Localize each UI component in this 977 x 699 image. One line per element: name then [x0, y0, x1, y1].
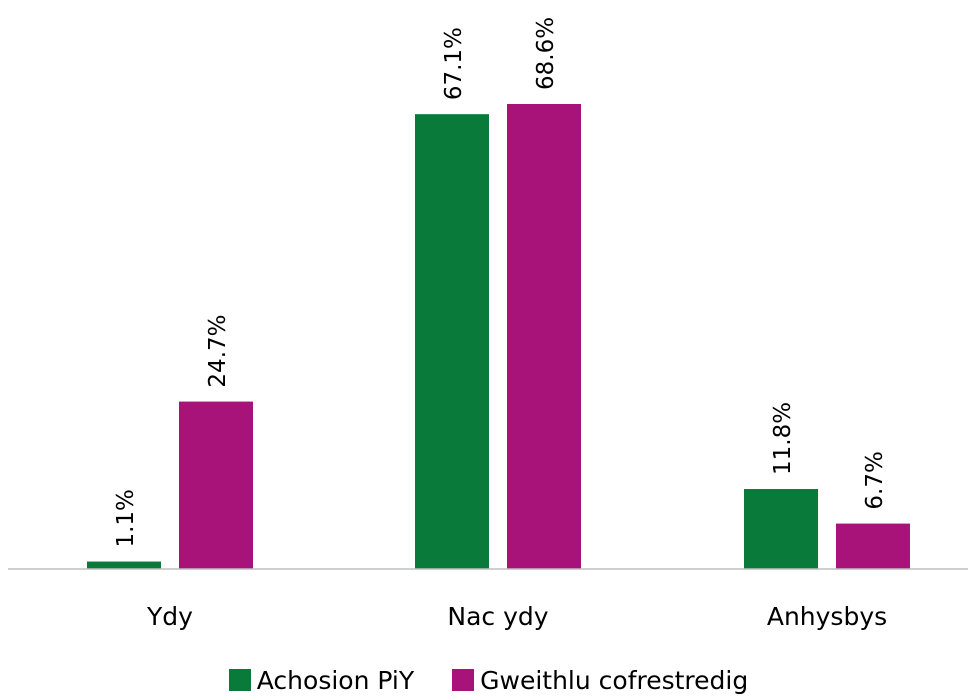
value-label-ydy-series-0: 1.1%: [113, 489, 139, 547]
bar-anhysbys-series-1: [836, 523, 910, 569]
legend: Achosion PiY Gweithlu cofrestredig: [0, 664, 977, 696]
category-label-nac-ydy: Nac ydy: [447, 602, 548, 631]
legend-label-gweithlu: Gweithlu cofrestredig: [480, 665, 749, 695]
bars-group: [87, 104, 910, 570]
legend-item-achosion: Achosion PiY: [228, 665, 415, 695]
category-label-ydy: Ydy: [146, 602, 193, 631]
value-label-anhysbys-series-0: 11.8%: [770, 402, 796, 475]
legend-swatch-gweithlu: [452, 669, 475, 691]
bar-nac-ydy-series-1: [507, 104, 581, 569]
category-labels-group: Ydy Nac ydy Anhysbys: [146, 602, 887, 631]
legend-item-gweithlu: Gweithlu cofrestredig: [452, 666, 748, 695]
value-label-nac-ydy-series-1: 68.6%: [533, 17, 559, 90]
bar-anhysbys-series-0: [744, 489, 818, 569]
value-labels-group: 1.1% 24.7% 67.1% 68.6% 11.8% 6.7%: [113, 17, 888, 548]
legend-swatch-achosion: [228, 669, 251, 691]
value-label-anhysbys-series-1: 6.7%: [862, 451, 888, 509]
category-label-anhysbys: Anhysbys: [767, 602, 887, 631]
bar-ydy-series-0: [87, 561, 161, 569]
bar-nac-ydy-series-0: [415, 114, 489, 570]
bar-ydy-series-1: [179, 401, 253, 569]
value-label-ydy-series-1: 24.7%: [205, 314, 231, 387]
legend-label-achosion: Achosion PiY: [256, 665, 415, 695]
value-label-nac-ydy-series-0: 67.1%: [441, 27, 467, 100]
